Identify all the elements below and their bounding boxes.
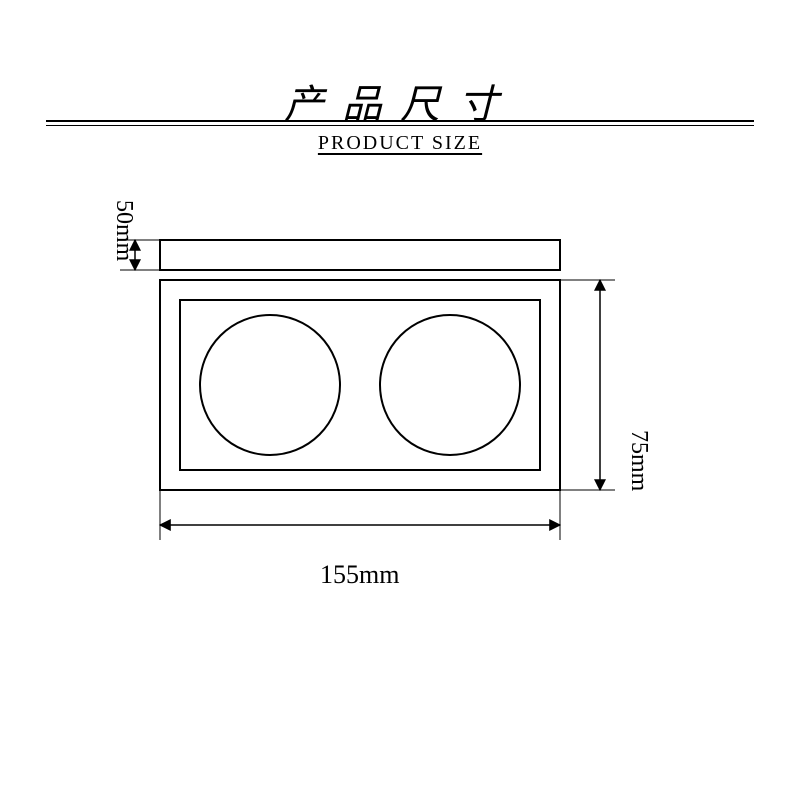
dim-width-label: 155mm [320,560,399,590]
dim-depth-label: 50mm [110,200,137,261]
diagram-canvas: 产品尺寸 PRODUCT SIZE 50mm 75mm 155mm [0,0,800,800]
dim-height-label: 75mm [625,430,652,491]
top-bar-rect [160,240,560,270]
technical-drawing [0,0,800,800]
outer-rect [160,280,560,490]
lens-circle-1 [200,315,340,455]
lens-circle-2 [380,315,520,455]
